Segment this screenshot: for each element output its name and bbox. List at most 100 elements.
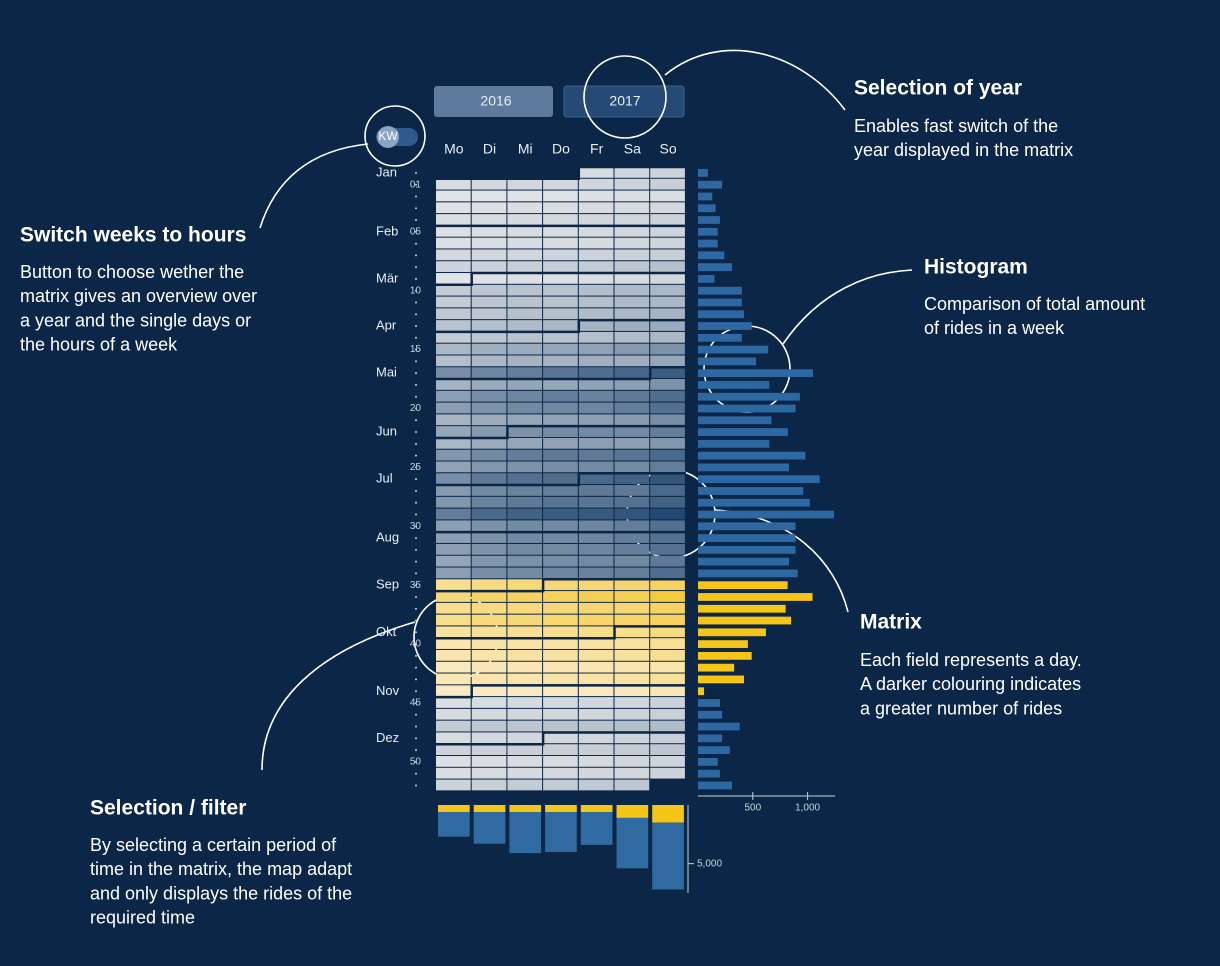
day-cell: [614, 543, 650, 555]
day-cell: [650, 414, 685, 426]
day-cell: [578, 437, 614, 449]
histogram-bar: [698, 404, 796, 413]
row-dot: [415, 348, 417, 351]
day-cell: [650, 273, 685, 284]
day-cell: [507, 555, 543, 567]
day-cell: [578, 261, 614, 273]
day-cell: [507, 367, 543, 379]
day-total-bar: [652, 805, 684, 823]
row-dot: [415, 407, 417, 410]
day-cell: [578, 402, 614, 414]
day-cell: [543, 579, 578, 591]
day-cell: [543, 449, 578, 461]
histogram-bar: [698, 369, 814, 378]
day-cell: [614, 437, 650, 449]
day-cell: [471, 320, 507, 331]
day-cell: [471, 756, 507, 767]
day-cell: [436, 756, 471, 767]
day-cell: [614, 167, 650, 178]
day-cell: [614, 343, 650, 355]
row-dot: [415, 725, 417, 728]
day-cell: [650, 543, 685, 555]
day-cell: [578, 473, 614, 485]
day-cell: [543, 402, 578, 414]
day-cell: [507, 744, 543, 755]
histogram-bar: [698, 286, 742, 295]
day-cell: [436, 661, 471, 673]
day-cell: [543, 273, 578, 284]
row-dot: [415, 183, 417, 186]
day-cell: [578, 331, 614, 343]
day-cell: [436, 214, 471, 225]
day-cell: [471, 261, 507, 273]
row-dot: [415, 643, 417, 646]
day-cell: [543, 626, 578, 638]
day-label: Sa: [624, 141, 641, 157]
row-dot: [415, 442, 417, 445]
day-total-bar: [473, 812, 506, 844]
day-cell: [650, 756, 685, 767]
month-label: Okt: [376, 624, 397, 639]
day-cell: [436, 685, 471, 697]
year-button-label[interactable]: 2017: [609, 93, 640, 109]
histogram-bar: [698, 651, 752, 660]
day-cell: [543, 732, 578, 744]
day-cell: [436, 249, 471, 261]
year-button[interactable]: [434, 86, 553, 117]
day-cell: [614, 402, 650, 414]
day-cell: [543, 496, 578, 508]
day-cell: [614, 355, 650, 367]
month-boundary: [436, 472, 686, 487]
day-cell: [436, 331, 471, 343]
toggle-label[interactable]: KW: [378, 129, 398, 143]
month-boundary: [436, 424, 686, 440]
day-label: Di: [483, 141, 496, 157]
day-cell: [507, 225, 543, 237]
day-cell: [507, 284, 543, 296]
day-cell: [614, 449, 650, 461]
day-cell: [650, 485, 685, 496]
day-cell: [614, 708, 650, 720]
day-cell: [650, 720, 685, 732]
day-cell: [650, 190, 685, 202]
day-cell: [650, 296, 685, 308]
day-cell: [614, 720, 650, 732]
day-cell: [471, 355, 507, 367]
day-cell: [543, 532, 578, 543]
day-cell: [578, 225, 614, 237]
day-cell: [614, 756, 650, 767]
annotation-text: matrix gives an overview over: [20, 286, 257, 306]
histogram-bar: [698, 663, 735, 672]
row-dot: [415, 301, 417, 304]
day-cell: [507, 779, 543, 791]
day-cell: [507, 661, 543, 673]
year-button[interactable]: [563, 85, 685, 118]
day-cell: [471, 508, 507, 520]
day-cell: [471, 649, 507, 661]
day-cell: [578, 390, 614, 402]
histogram-bar: [698, 263, 732, 272]
row-dot: [415, 749, 417, 752]
day-cell: [507, 355, 543, 367]
year-button-label[interactable]: 2016: [480, 93, 511, 109]
day-cell: [471, 249, 507, 261]
histogram-bar: [698, 498, 810, 507]
day-cell: [650, 225, 685, 237]
day-cell: [436, 273, 471, 284]
day-cell: [507, 496, 543, 508]
day-cell: [471, 697, 507, 708]
day-cell: [436, 414, 471, 426]
day-cell: [650, 367, 685, 379]
day-cell: [614, 732, 650, 744]
day-cell: [578, 426, 614, 437]
day-cell: [650, 626, 685, 638]
row-dot: [415, 454, 417, 457]
day-cell: [578, 591, 614, 602]
day-total-bar: [438, 805, 470, 813]
day-cell: [650, 473, 685, 485]
month-label: Jun: [376, 424, 397, 439]
histogram-tick-label: 500: [744, 803, 761, 814]
row-dot: [415, 478, 417, 481]
toggle-knob[interactable]: [377, 126, 399, 148]
